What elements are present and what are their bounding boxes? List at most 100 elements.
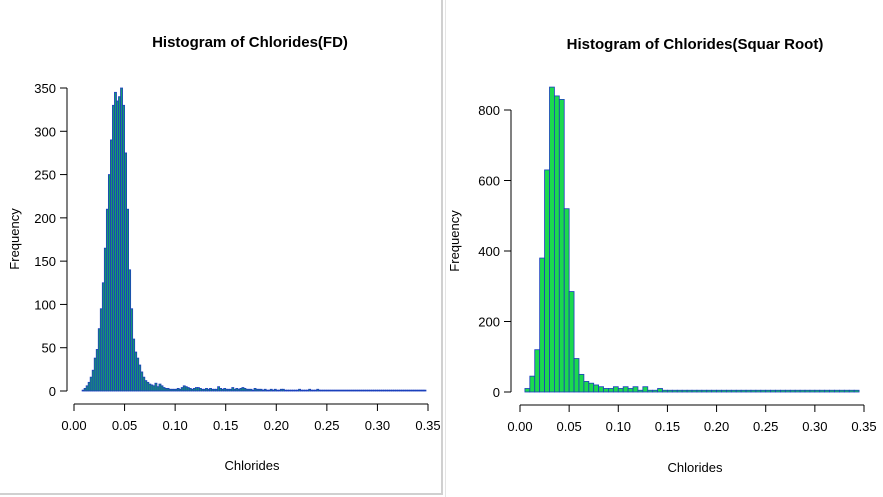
histogram-bar (642, 386, 649, 393)
histogram-bar (534, 349, 541, 393)
histogram-bar (603, 388, 609, 393)
x-tick-label: 0.15 (213, 418, 238, 433)
histogram-panel-sqrt: Histogram of Chlorides(Squar Root) Chlor… (445, 0, 883, 497)
y-tick-label: 200 (478, 315, 500, 330)
histogram-bar (706, 389, 713, 393)
histogram-bar (554, 95, 560, 393)
histogram-bar (686, 389, 693, 393)
histogram-bar (730, 389, 737, 393)
x-tick-label: 0.10 (162, 418, 187, 433)
x-tick-label: 0.35 (851, 419, 876, 434)
bar-group (81, 87, 427, 392)
histogram-bar (671, 389, 678, 393)
histogram-panel-fd: Histogram of Chlorides(FD) Chlorides Fre… (0, 0, 443, 495)
histogram-bar (617, 388, 624, 393)
x-tick-label: 0.30 (365, 418, 390, 433)
histogram-bar (568, 291, 575, 393)
histogram-bar (593, 384, 600, 393)
histogram-bar (725, 389, 732, 393)
histogram-bar (676, 389, 683, 393)
histogram-bar (423, 389, 427, 392)
x-tick-label: 0.10 (606, 419, 631, 434)
y-tick-label: 350 (34, 81, 56, 96)
histogram-bar (652, 389, 659, 393)
histogram-bar (608, 388, 614, 393)
axes: 0.00 0.05 0.10 0.15 0.20 0.25 0.30 0.35 0 200 400 6… (478, 103, 876, 434)
x-tick-label: 0.20 (264, 418, 289, 433)
histogram-bar (843, 389, 850, 393)
histogram-bar (701, 389, 708, 393)
histogram-bar (583, 381, 590, 393)
histogram-bar (755, 389, 762, 393)
histogram-bar (647, 389, 654, 393)
histogram-bar (740, 389, 747, 393)
x-axis-label: Chlorides (668, 460, 723, 475)
y-tick-label: 150 (34, 254, 56, 269)
histogram-bar (780, 389, 786, 393)
histogram-bar (696, 389, 703, 393)
y-tick-label: 50 (42, 341, 56, 356)
histogram-bar (829, 389, 835, 393)
histogram-bar (721, 389, 727, 393)
y-tick-label: 0 (49, 384, 56, 399)
histogram-bar (824, 389, 831, 393)
histogram-bar (770, 389, 776, 393)
histogram-bar (735, 389, 742, 393)
histogram-bar (637, 389, 644, 393)
x-axis-label: Chlorides (225, 458, 280, 473)
histogram-bar (750, 389, 757, 393)
histogram-bar (794, 389, 801, 393)
histogram-bar (789, 389, 796, 393)
y-tick-label: 250 (34, 168, 56, 183)
axes: 0.00 0.05 0.10 0.15 0.20 0.25 0.30 0.35 0 50 100 15… (34, 81, 440, 433)
histogram-bar (622, 386, 629, 393)
histogram-chart-fd: Histogram of Chlorides(FD) Chlorides Fre… (7, 34, 441, 473)
histogram-bar (598, 386, 604, 393)
y-tick-label: 200 (34, 211, 56, 226)
histogram-bar (716, 389, 722, 393)
histogram-bar (662, 389, 668, 393)
x-tick-label: 0.00 (61, 418, 86, 433)
histogram-bar (804, 389, 811, 393)
histogram-bar (691, 389, 698, 393)
histogram-bar (784, 389, 791, 393)
y-tick-label: 400 (478, 244, 500, 259)
histogram-bar (573, 358, 580, 393)
histogram-bar (711, 389, 717, 393)
histogram-bar (809, 389, 816, 393)
histogram-bar (544, 169, 550, 393)
histogram-bar (745, 389, 752, 393)
histogram-bar (775, 389, 781, 393)
x-tick-label: 0.25 (753, 419, 778, 434)
histogram-bar (819, 389, 826, 393)
histogram-bar (814, 389, 821, 393)
y-tick-label: 300 (34, 124, 56, 139)
histogram-bar (612, 386, 619, 393)
histogram-bar (563, 208, 570, 393)
bar-group (524, 86, 860, 393)
x-tick-label: 0.15 (655, 419, 680, 434)
histogram-bar (657, 388, 663, 393)
histogram-bar (765, 389, 772, 393)
y-axis-label: Frequency (7, 208, 22, 270)
histogram-bar (760, 389, 767, 393)
histogram-bar (632, 386, 639, 393)
y-tick-label: 100 (34, 297, 56, 312)
histogram-bar (799, 389, 806, 393)
x-tick-label: 0.35 (415, 418, 440, 433)
histogram-bar (549, 86, 555, 393)
y-tick-label: 0 (493, 385, 500, 400)
histogram-bar (529, 375, 536, 393)
y-tick-label: 600 (478, 174, 500, 189)
histogram-bar (681, 389, 688, 393)
x-tick-label: 0.30 (802, 419, 827, 434)
chart-title: Histogram of Chlorides(Squar Root) (567, 36, 824, 53)
histogram-bar (524, 388, 531, 393)
histogram-bar (839, 389, 845, 393)
x-tick-label: 0.25 (314, 418, 339, 433)
histogram-bar (848, 389, 855, 393)
x-tick-label: 0.05 (112, 418, 137, 433)
histogram-bar (578, 373, 585, 393)
x-tick-label: 0.05 (556, 419, 581, 434)
histogram-bar (539, 257, 545, 393)
